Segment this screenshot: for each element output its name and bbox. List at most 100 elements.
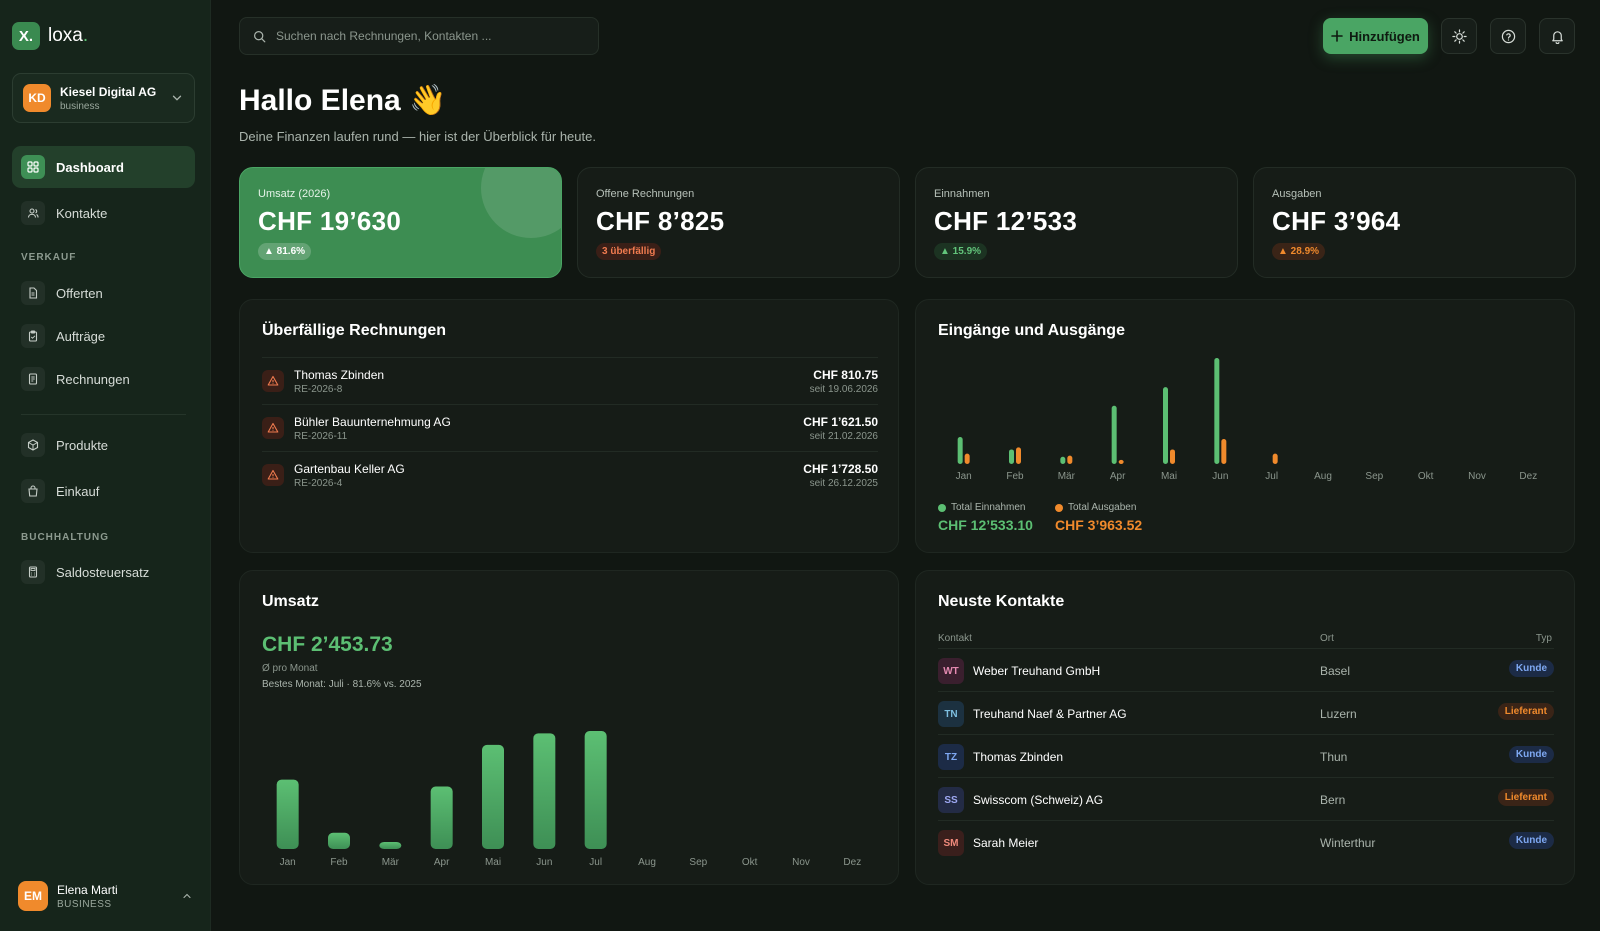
contact-row[interactable]: SS Swisscom (Schweiz) AG Bern Lieferant (938, 777, 1554, 820)
revenue-panel: Umsatz CHF 2’453.73 Ø pro Monat Bestes M… (239, 570, 899, 885)
bar-expense-Apr[interactable] (1118, 459, 1124, 464)
avatar: TN (938, 701, 964, 727)
brand-name-text: loxa (48, 25, 83, 46)
sidebar-item-label: Dashboard (56, 159, 124, 175)
chevron-down-icon (172, 95, 182, 101)
invoice-number: RE-2026-8 (294, 383, 343, 395)
legend-dot-expense (1055, 503, 1063, 512)
bar-revenue-Mär[interactable] (379, 842, 402, 849)
bar-expense-Jun[interactable] (1221, 439, 1227, 464)
contact-name: Thomas Zbinden (973, 750, 1064, 764)
theme-toggle-button[interactable] (1441, 18, 1477, 54)
contact-row[interactable]: WT Weber Treuhand GmbH Basel Kunde (938, 648, 1554, 691)
kpi-card-offene-rechnungen[interactable]: Offene Rechnungen CHF 8’825 3 überfällig (577, 167, 900, 278)
contact-row[interactable]: TN Treuhand Naef & Partner AG Luzern Lie… (938, 691, 1554, 734)
kpi-card-ausgaben[interactable]: Ausgaben CHF 3’964 ▲ 28.9% (1253, 167, 1576, 278)
add-button[interactable]: Hinzufügen (1323, 18, 1428, 54)
tick-label: Mär (382, 857, 400, 868)
help-button[interactable] (1490, 18, 1526, 54)
avatar: WT (938, 658, 964, 684)
sidebar-item-saldosteuersatz[interactable]: Saldosteuersatz (12, 551, 195, 593)
bar-income-Feb[interactable] (1009, 449, 1014, 464)
contact-place: Basel (1320, 664, 1351, 678)
bar-income-Jun[interactable] (1214, 358, 1220, 464)
contact-row[interactable]: SM Sarah Meier Winterthur Kunde (938, 820, 1554, 863)
invoice-contact: Thomas Zbinden (294, 367, 385, 382)
page-title: Hallo Elena 👋 (239, 84, 447, 117)
contact-type-badge: Lieferant (1497, 789, 1554, 806)
document-icon (21, 281, 45, 305)
sidebar-item-offerten[interactable]: Offerten (12, 272, 195, 314)
brand[interactable]: X. loxa. (12, 22, 88, 50)
users-icon (21, 201, 45, 225)
sidebar-item-label: Saldosteuersatz (56, 564, 150, 580)
bar-revenue-Jan[interactable] (276, 779, 299, 849)
box-icon (21, 433, 45, 457)
org-switcher[interactable]: KD Kiesel Digital AG business (12, 73, 195, 123)
kpi-label: Ausgaben (1272, 188, 1322, 200)
bar-expense-Jan[interactable] (964, 453, 970, 464)
bar-income-Mai[interactable] (1163, 387, 1168, 464)
bar-income-Jan[interactable] (957, 436, 963, 464)
sidebar-divider (21, 414, 186, 415)
contact-row[interactable]: TZ Thomas Zbinden Thun Kunde (938, 734, 1554, 777)
search-input[interactable] (276, 29, 576, 43)
bar-income-Apr[interactable] (1111, 405, 1117, 464)
avatar: SM (938, 830, 964, 856)
bar-revenue-Jun[interactable] (533, 733, 556, 849)
org-name: Kiesel Digital AG (60, 84, 157, 99)
kpi-card-umsatz[interactable]: Umsatz (2026) CHF 19’630 ▲ 81.6% (239, 167, 562, 278)
sidebar-item-einkauf[interactable]: Einkauf (12, 470, 195, 512)
overdue-invoice-row[interactable]: Bühler Bauunternehmung AG RE-2026-11 CHF … (262, 404, 878, 451)
column-header-place: Ort (1320, 633, 1334, 644)
tick-label: Nov (1468, 471, 1486, 482)
invoice-amount: CHF 1’728.50 (803, 461, 878, 476)
section-label-verkauf: VERKAUF (21, 252, 77, 263)
notifications-button[interactable] (1539, 18, 1575, 54)
invoice-icon (21, 367, 45, 391)
sidebar-item-rechnungen[interactable]: Rechnungen (12, 358, 195, 400)
sidebar-item-label: Kontakte (56, 205, 108, 221)
recent-contacts-panel: Neuste Kontakte Kontakt Ort Typ WT Weber… (915, 570, 1575, 885)
tick-label: Okt (742, 857, 758, 868)
tick-label: Apr (1110, 471, 1126, 482)
sidebar-item-kontakte[interactable]: Kontakte (12, 192, 195, 234)
overdue-invoice-row[interactable]: Gartenbau Keller AG RE-2026-4 CHF 1’728.5… (262, 451, 878, 498)
avatar: TZ (938, 744, 964, 770)
bar-expense-Feb[interactable] (1016, 447, 1021, 464)
sidebar-item-dashboard[interactable]: Dashboard (12, 146, 195, 188)
bar-revenue-Jul[interactable] (584, 731, 607, 849)
help-icon (1501, 29, 1515, 43)
tick-label: Apr (434, 857, 450, 868)
legend-income: Total Einnahmen (938, 502, 1026, 513)
sidebar-item-label: Offerten (56, 285, 103, 301)
contact-type-badge: Kunde (1508, 832, 1554, 849)
cashflow-panel: Eingänge und Ausgänge Jan Feb Mär Apr Mai Jun… (915, 299, 1575, 553)
kpi-value: CHF 3’964 (1272, 206, 1401, 236)
user-menu[interactable]: EM Elena Marti BUSINESS (18, 881, 193, 911)
dashboard-icon (21, 155, 45, 179)
overdue-invoice-row[interactable]: Thomas Zbinden RE-2026-8 CHF 810.75 seit 1… (262, 357, 878, 404)
bar-expense-Jul[interactable] (1272, 453, 1278, 464)
tick-label: Dez (1519, 471, 1537, 482)
kpi-label: Offene Rechnungen (596, 188, 695, 200)
clipboard-icon (21, 324, 45, 348)
page-subtitle: Deine Finanzen laufen rund — hier ist de… (239, 129, 596, 144)
contact-type-badge: Lieferant (1497, 703, 1554, 720)
calculator-icon (21, 560, 45, 584)
tick-label: Jul (1265, 471, 1278, 482)
bar-income-Mär[interactable] (1060, 456, 1066, 464)
sidebar-item-auftraege[interactable]: Aufträge (12, 315, 195, 357)
search-bar[interactable] (239, 17, 599, 55)
org-plan: business (60, 100, 100, 112)
kpi-card-einnahmen[interactable]: Einnahmen CHF 12’533 ▲ 15.9% (915, 167, 1238, 278)
contact-place: Thun (1320, 750, 1348, 764)
bar-expense-Mai[interactable] (1170, 449, 1175, 464)
bar-revenue-Feb[interactable] (328, 832, 350, 849)
bar-revenue-Mai[interactable] (482, 744, 504, 849)
bar-expense-Mär[interactable] (1067, 455, 1073, 464)
invoice-contact: Gartenbau Keller AG (294, 461, 405, 476)
sidebar-item-produkte[interactable]: Produkte (12, 424, 195, 466)
bar-revenue-Apr[interactable] (430, 786, 453, 849)
plus-icon (1331, 30, 1343, 42)
